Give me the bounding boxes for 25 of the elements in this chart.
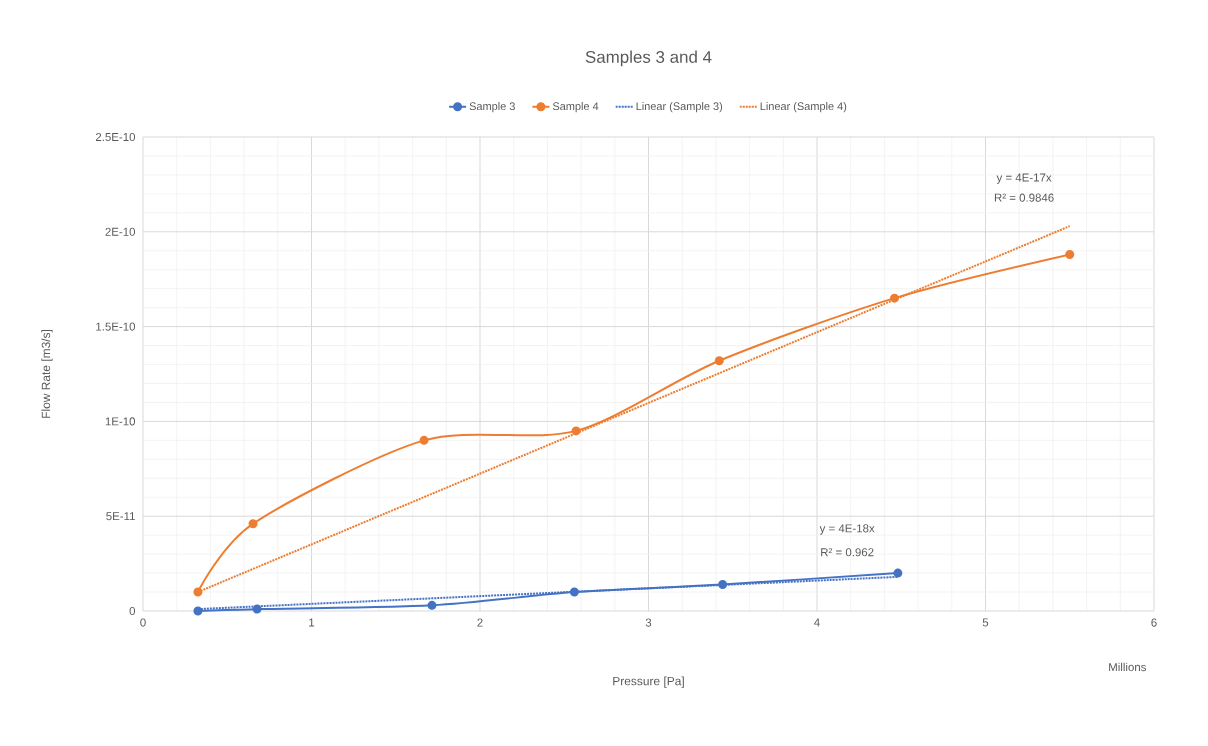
y-tick-label: 1.5E-10 xyxy=(96,322,136,331)
y-axis-title: Flow Rate [m3/s] xyxy=(41,330,53,418)
y-tick-label: 1E-10 xyxy=(105,417,136,426)
legend-label: Linear (Sample 4) xyxy=(760,102,847,113)
x-axis-title: Pressure [Pa] xyxy=(613,676,684,688)
annotation: y = 4E-18x xyxy=(819,524,875,535)
y-tick-label: 2E-10 xyxy=(105,227,136,236)
y-tick-label: 2.5E-10 xyxy=(95,132,136,142)
y-tick-label: 0 xyxy=(129,606,136,616)
annotation: y = 4E-17x xyxy=(996,173,1052,184)
x-tick-label: 5 xyxy=(982,618,989,627)
y-tick-label: 5E-11 xyxy=(106,512,135,521)
chart-title: Samples 3 and 4 xyxy=(585,50,712,67)
x-tick-label: 1 xyxy=(309,618,315,627)
x-tick-label: 4 xyxy=(814,618,820,627)
annotation: R² = 0.962 xyxy=(821,548,874,557)
x-tick-label: 0 xyxy=(140,618,146,627)
x-tick-label: 2 xyxy=(477,618,483,627)
x-tick-label: 6 xyxy=(1151,618,1157,627)
legend-label: Sample 4 xyxy=(552,102,599,113)
annotation: R² = 0.9846 xyxy=(994,193,1054,202)
legend-label: Sample 3 xyxy=(469,102,515,113)
legend-label: Linear (Sample 3) xyxy=(636,102,723,113)
x-tick-label: 3 xyxy=(645,618,652,627)
text: Millions xyxy=(1109,662,1146,672)
